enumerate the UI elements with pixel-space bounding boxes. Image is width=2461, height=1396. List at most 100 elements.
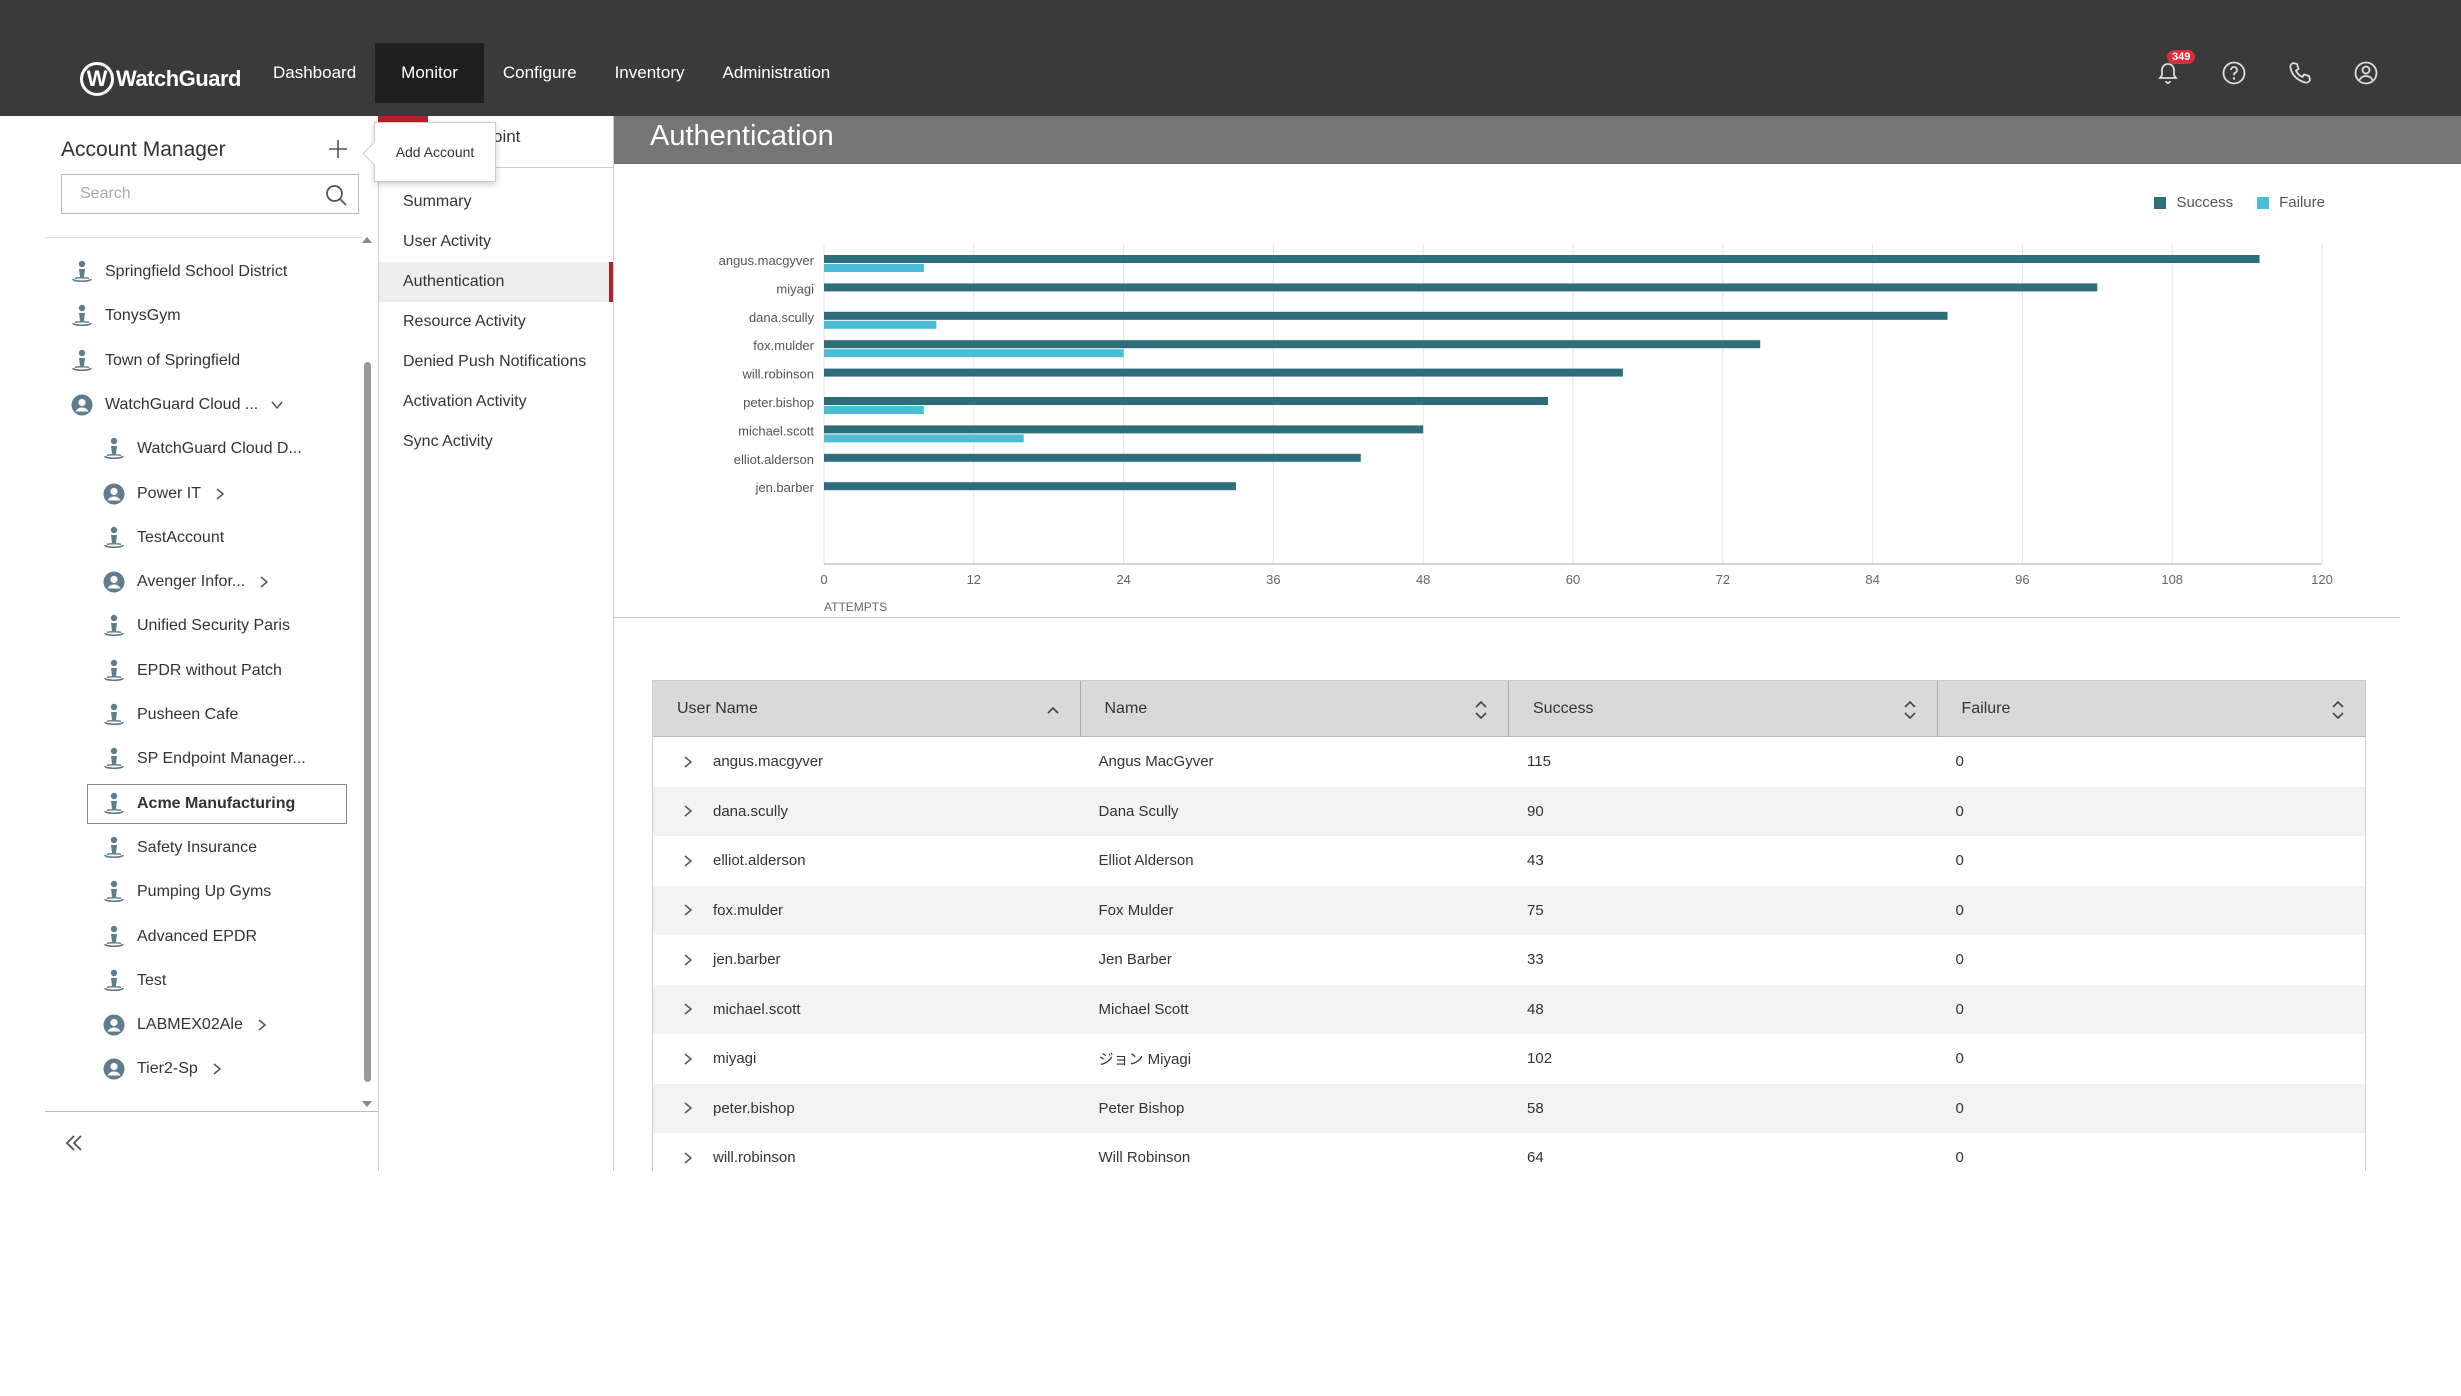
cell-failure: 0 xyxy=(1955,753,1964,771)
chevron-right-icon[interactable] xyxy=(201,487,227,501)
category-label: michael.scott xyxy=(738,423,814,438)
add-account-button[interactable] xyxy=(325,136,351,162)
account-tree-item[interactable]: TonysGym xyxy=(69,296,181,336)
table-row[interactable]: elliot.alderson Elliot Alderson 43 0 xyxy=(653,836,2365,886)
account-tree-item[interactable]: EPDR without Patch xyxy=(101,651,282,691)
sub-nav-summary[interactable]: Summary xyxy=(403,193,472,210)
account-tree-item[interactable]: Safety Insurance xyxy=(101,828,257,868)
sub-nav-activation-activity[interactable]: Activation Activity xyxy=(403,393,527,410)
watchguard-logo[interactable]: W WatchGuard xyxy=(80,60,241,98)
cell-user-name: dana.scully xyxy=(653,803,1081,820)
authentication-table: User Name Name Success Failure angus.mac… xyxy=(652,680,2366,1171)
account-tree-item[interactable]: Advanced EPDR xyxy=(101,917,257,957)
chevron-right-icon[interactable] xyxy=(245,575,271,589)
cell-name: Dana Scully xyxy=(1098,802,1179,820)
account-tree-label: Safety Insurance xyxy=(137,838,258,856)
table-row[interactable]: miyagi ジョン Miyagi 102 0 xyxy=(653,1034,2365,1084)
collapse-panel-button[interactable] xyxy=(59,1128,89,1158)
phone-icon[interactable] xyxy=(2285,58,2315,88)
col-header-name[interactable]: Name xyxy=(1081,681,1509,737)
endpoint-icon xyxy=(101,923,127,951)
chevron-down-icon[interactable] xyxy=(258,398,284,412)
account-tree-label: Acme Manufacturing xyxy=(137,794,296,812)
account-tree-item[interactable]: WatchGuard Cloud ... xyxy=(69,385,284,425)
user-icon[interactable] xyxy=(2351,58,2381,88)
account-tree-label: Test xyxy=(137,971,167,989)
cell-success: 102 xyxy=(1527,1050,1553,1068)
cell-success: 75 xyxy=(1527,901,1544,919)
chevron-right-icon[interactable] xyxy=(681,903,695,917)
search-icon[interactable] xyxy=(324,183,348,207)
account-tree-item[interactable]: Power IT xyxy=(101,474,227,514)
legend-failure[interactable]: Failure xyxy=(2257,194,2325,211)
logo-mark-icon: W xyxy=(80,62,114,96)
account-tree-item[interactable]: LABMEX02Ale xyxy=(101,1005,269,1045)
nav-monitor[interactable]: Monitor xyxy=(375,43,484,103)
account-tree-label: Advanced EPDR xyxy=(137,927,258,945)
chevron-right-icon[interactable] xyxy=(681,1002,695,1016)
chevron-right-icon[interactable] xyxy=(681,804,695,818)
tree-scrollbar[interactable] xyxy=(360,232,374,1112)
x-tick-label: 36 xyxy=(1266,572,1280,587)
sub-nav-sync-activity[interactable]: Sync Activity xyxy=(403,433,493,450)
nav-configure[interactable]: Configure xyxy=(502,63,577,82)
account-tree-item[interactable]: Pumping Up Gyms xyxy=(101,872,271,912)
sub-nav-authentication[interactable]: Authentication xyxy=(379,262,613,302)
account-tree-item[interactable]: Acme Manufacturing xyxy=(87,783,347,824)
sub-nav-resource-activity[interactable]: Resource Activity xyxy=(403,313,526,330)
category-label: peter.bishop xyxy=(743,395,814,410)
table-row[interactable]: angus.macgyver Angus MacGyver 115 0 xyxy=(653,737,2365,787)
nav-dashboard[interactable]: Dashboard xyxy=(273,63,357,82)
endpoint-icon xyxy=(101,701,127,729)
col-header-user-name[interactable]: User Name xyxy=(653,681,1081,737)
nav-inventory[interactable]: Inventory xyxy=(614,63,685,82)
table-row[interactable]: fox.mulder Fox Mulder 75 0 xyxy=(653,885,2365,935)
account-tree-label: Pusheen Cafe xyxy=(137,706,239,723)
failure-bar xyxy=(824,264,924,272)
sub-nav-denied-push-notifications[interactable]: Denied Push Notifications xyxy=(403,353,587,370)
account-tree-label: WatchGuard Cloud D... xyxy=(137,440,302,458)
x-tick-label: 84 xyxy=(1865,572,1879,587)
account-tree-item[interactable]: Tier2-Sp xyxy=(101,1049,224,1089)
table-row[interactable]: peter.bishop Peter Bishop 58 0 xyxy=(653,1083,2365,1133)
chevron-right-icon[interactable] xyxy=(681,755,695,769)
sub-nav-header[interactable]: oint xyxy=(379,116,613,168)
table-row[interactable]: jen.barber Jen Barber 33 0 xyxy=(653,935,2365,985)
account-tree-item[interactable]: Town of Springfield xyxy=(69,341,240,381)
cell-success: 58 xyxy=(1527,1099,1544,1117)
account-icon xyxy=(101,1011,127,1039)
account-tree-item[interactable]: WatchGuard Cloud D... xyxy=(101,429,302,469)
account-tree-item[interactable]: TestAccount xyxy=(101,518,224,558)
chevron-right-icon[interactable] xyxy=(681,1151,695,1165)
table-row[interactable]: dana.scully Dana Scully 90 0 xyxy=(653,786,2365,836)
sub-nav-user-activity[interactable]: User Activity xyxy=(403,233,492,250)
chevron-right-icon[interactable] xyxy=(681,854,695,868)
account-tree-item[interactable]: Test xyxy=(101,961,166,1001)
account-tree-item[interactable]: Avenger Infor... xyxy=(101,562,271,602)
failure-bar xyxy=(824,406,924,414)
scroll-thumb[interactable] xyxy=(364,362,371,1082)
account-tree-item[interactable]: Springfield School District xyxy=(69,252,287,292)
chart-svg: 0 12 24 36 48 60 72 84 96 108 120 ATTEMPTS angus.mac… xyxy=(719,244,2333,614)
chevron-right-icon[interactable] xyxy=(681,1052,695,1066)
col-header-success[interactable]: Success xyxy=(1509,681,1938,737)
cell-success: 90 xyxy=(1527,802,1544,820)
account-tree-item[interactable]: Pusheen Cafe xyxy=(101,695,238,735)
nav-administration[interactable]: Administration xyxy=(722,63,831,82)
chevron-right-icon[interactable] xyxy=(681,1101,695,1115)
table-row[interactable]: will.robinson Will Robinson 64 0 xyxy=(653,1133,2365,1171)
chevron-right-icon[interactable] xyxy=(198,1062,224,1076)
notification-badge: 349 xyxy=(2167,50,2196,64)
table-row[interactable]: michael.scott Michael Scott 48 0 xyxy=(653,984,2365,1034)
account-tree-item[interactable]: Unified Security Paris xyxy=(101,606,290,646)
category-label: will.robinson xyxy=(741,367,814,382)
legend-success[interactable]: Success xyxy=(2154,194,2233,211)
col-header-failure[interactable]: Failure xyxy=(1938,681,2366,737)
account-tree-item[interactable]: SP Endpoint Manager... xyxy=(101,739,306,779)
help-icon[interactable] xyxy=(2219,58,2249,88)
bell-icon[interactable]: 349 xyxy=(2153,50,2196,88)
chevron-right-icon[interactable] xyxy=(243,1018,269,1032)
chevron-right-icon[interactable] xyxy=(681,953,695,967)
endpoint-icon xyxy=(101,967,127,995)
search-input[interactable] xyxy=(62,175,312,213)
